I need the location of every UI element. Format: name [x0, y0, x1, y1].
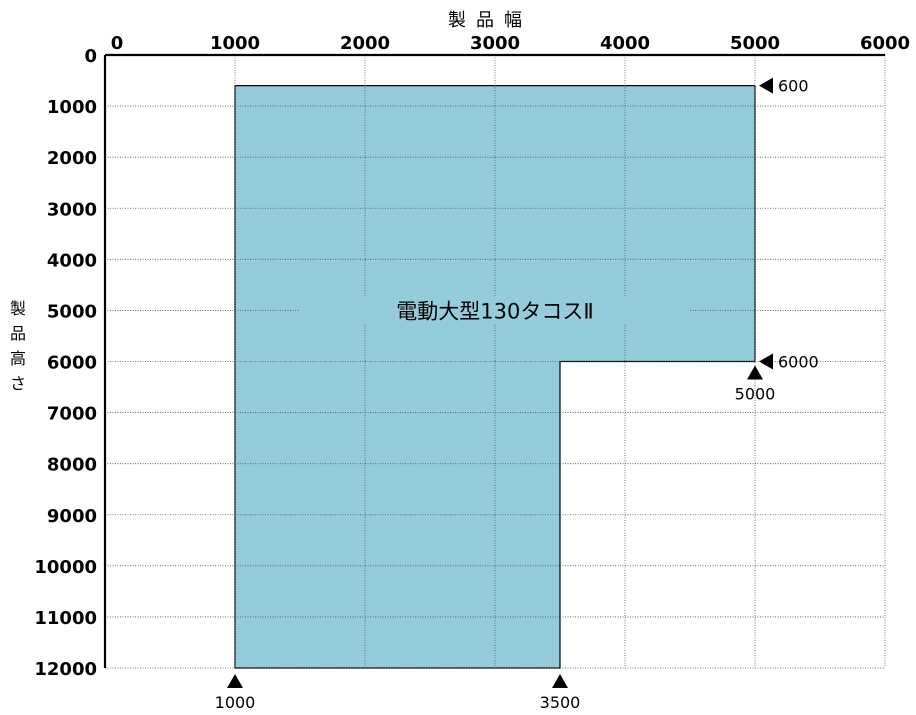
y-tick-label: 6000	[47, 353, 97, 374]
x-tick-label: 2000	[340, 33, 390, 54]
annotation-label: 600	[778, 77, 809, 96]
y-tick-label: 9000	[47, 506, 97, 527]
annotation-label: 6000	[778, 353, 819, 372]
up-triangle-marker	[552, 674, 568, 688]
x-tick-label: 1000	[210, 33, 260, 54]
up-triangle-marker	[227, 674, 243, 688]
region-label-backing	[300, 297, 690, 324]
y-tick-label: 3000	[47, 199, 97, 220]
y-tick-label: 11000	[34, 608, 97, 629]
x-axis-title: 製品幅	[448, 10, 532, 31]
x-tick-label: 6000	[860, 33, 910, 54]
y-tick-label: 7000	[47, 404, 97, 425]
x-tick-label: 5000	[730, 33, 780, 54]
y-tick-label: 4000	[47, 250, 97, 271]
x-tick-label: 3000	[470, 33, 520, 54]
y-tick-label: 8000	[47, 455, 97, 476]
annotation-label: 1000	[215, 693, 256, 711]
up-triangle-marker	[747, 365, 763, 380]
left-triangle-marker	[759, 353, 773, 370]
y-axis-title: 製品高さ	[9, 299, 26, 393]
y-tick-label: 0	[84, 46, 97, 67]
y-tick-label: 5000	[47, 301, 97, 322]
x-tick-label: 0	[111, 33, 124, 54]
region-label: 電動大型130タコスⅡ	[396, 299, 593, 323]
annotation-label: 5000	[735, 385, 776, 404]
y-tick-label: 10000	[34, 557, 97, 578]
x-tick-label: 4000	[600, 33, 650, 54]
y-tick-label: 2000	[47, 148, 97, 169]
y-tick-label: 12000	[34, 659, 97, 680]
y-tick-label: 1000	[47, 97, 97, 118]
left-triangle-marker	[759, 77, 773, 94]
annotation-label: 3500	[540, 693, 581, 711]
